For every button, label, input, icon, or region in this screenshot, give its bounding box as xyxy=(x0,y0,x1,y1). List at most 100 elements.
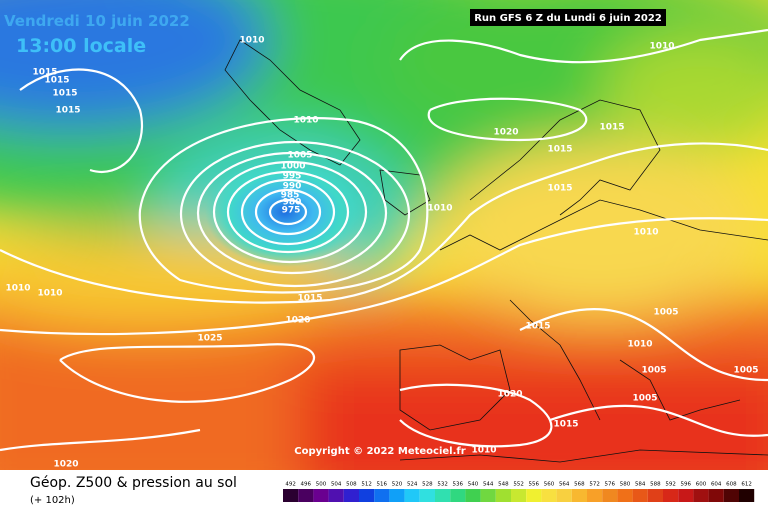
isobar-label: 1010 xyxy=(471,446,496,456)
scale-swatch xyxy=(374,489,390,502)
isobar-label: 1015 xyxy=(52,89,77,99)
copyright: Copyright © 2022 Meteociel.fr xyxy=(294,446,465,457)
scale-swatch xyxy=(283,489,299,502)
isobar-label: 1005 xyxy=(632,394,657,404)
scale-swatch xyxy=(526,489,542,502)
isobar-label: 980 xyxy=(283,198,302,208)
isobar-label: 1000 xyxy=(280,162,305,172)
coastlines xyxy=(224,39,768,463)
scale-label: 492 xyxy=(285,482,296,488)
isobar-label: 1015 xyxy=(297,294,322,304)
forecast-date: Vendredi 10 juin 2022 xyxy=(4,12,190,30)
isobar-label: 1015 xyxy=(599,123,624,133)
color-scale: 492 496 500 504 508 512 516 520 524 528 532 536 540 5… xyxy=(283,482,755,502)
scale-label: 572 xyxy=(589,482,600,488)
isobar-label: 1020 xyxy=(497,390,522,400)
run-box xyxy=(470,9,666,26)
scale-label: 608 xyxy=(726,482,737,488)
scale-swatch xyxy=(693,489,709,502)
isobar-label: 1015 xyxy=(547,145,572,155)
scale-swatch xyxy=(313,489,329,502)
scale-label: 504 xyxy=(331,482,342,488)
isobar-label: 1015 xyxy=(525,322,550,332)
scale-label: 604 xyxy=(711,482,722,488)
isobar-label: 1015 xyxy=(55,106,80,116)
isobar-label: 1020 xyxy=(53,460,78,470)
scale-label: 524 xyxy=(407,482,418,488)
scale-label: 564 xyxy=(559,482,570,488)
isobar-label: 1005 xyxy=(733,366,758,376)
isobar-label: 1015 xyxy=(547,184,572,194)
scale-label: 544 xyxy=(483,482,494,488)
scale-swatch xyxy=(571,489,587,502)
scale-swatch xyxy=(556,489,572,502)
isobar-label: 1025 xyxy=(197,334,222,344)
isobar-label: 1020 xyxy=(285,316,310,326)
scale-swatch xyxy=(587,489,603,502)
isobar-labels: 1010 1010 1015 1015 1015 1015 1010 1020 1015 1015… xyxy=(5,36,758,470)
scale-swatch xyxy=(298,489,314,502)
scale-swatch xyxy=(541,489,557,502)
isobar-label: 985 xyxy=(281,191,300,201)
scale-label: 560 xyxy=(544,482,555,488)
scale-swatch xyxy=(480,489,496,502)
scale-swatch xyxy=(389,489,405,502)
scale-swatch xyxy=(617,489,633,502)
scale-label: 528 xyxy=(422,482,433,488)
isobar-label: 1010 xyxy=(649,42,674,52)
run-info: Run GFS 6 Z du Lundi 6 juin 2022 xyxy=(474,13,662,24)
scale-label: 600 xyxy=(696,482,707,488)
scale-swatch xyxy=(663,489,679,502)
scale-label: 580 xyxy=(620,482,631,488)
scale-label: 536 xyxy=(453,482,464,488)
scale-swatch xyxy=(404,489,420,502)
scale-swatch xyxy=(647,489,663,502)
scale-swatch xyxy=(328,489,344,502)
scale-swatch xyxy=(450,489,466,502)
isobar-label: 1010 xyxy=(5,284,30,294)
isobar-label: 1010 xyxy=(427,204,452,214)
scale-label: 532 xyxy=(437,482,448,488)
scale-swatch xyxy=(359,489,375,502)
scale-swatch xyxy=(419,489,435,502)
scale-label: 500 xyxy=(316,482,327,488)
isobar-label: 1010 xyxy=(37,289,62,299)
scale-label: 540 xyxy=(468,482,479,488)
scale-label: 568 xyxy=(574,482,585,488)
scale-label: 548 xyxy=(498,482,509,488)
scale-swatch xyxy=(495,489,511,502)
isobar-label: 1020 xyxy=(493,128,518,138)
scale-swatch xyxy=(435,489,451,502)
scale-label: 556 xyxy=(529,482,540,488)
scale-label: 612 xyxy=(741,482,752,488)
isobar-label: 975 xyxy=(282,206,301,216)
scale-swatch xyxy=(723,489,739,502)
scale-swatch xyxy=(678,489,694,502)
scale-label: 508 xyxy=(346,482,357,488)
isobar-label: 990 xyxy=(283,182,302,192)
scale-swatch xyxy=(511,489,527,502)
footer-title: Géop. Z500 & pression au sol xyxy=(30,475,237,491)
isobar-label: 1005 xyxy=(641,366,666,376)
isobar-label: 995 xyxy=(283,172,302,182)
footer-lead: (+ 102h) xyxy=(30,495,75,506)
scale-swatch xyxy=(632,489,648,502)
scale-label: 584 xyxy=(635,482,646,488)
scale-label: 512 xyxy=(361,482,372,488)
forecast-time: 13:00 locale xyxy=(16,35,146,57)
scale-label: 588 xyxy=(650,482,661,488)
scale-label: 592 xyxy=(665,482,676,488)
scale-swatch xyxy=(739,489,755,502)
isobar-label: 1010 xyxy=(627,340,652,350)
isobar-label: 1015 xyxy=(44,76,69,86)
scale-swatch xyxy=(465,489,481,502)
isobar-label: 1015 xyxy=(553,420,578,430)
scale-swatch xyxy=(343,489,359,502)
isobar-label: 1010 xyxy=(633,228,658,238)
scale-label: 596 xyxy=(681,482,692,488)
scale-label: 520 xyxy=(392,482,403,488)
scale-label: 552 xyxy=(513,482,524,488)
